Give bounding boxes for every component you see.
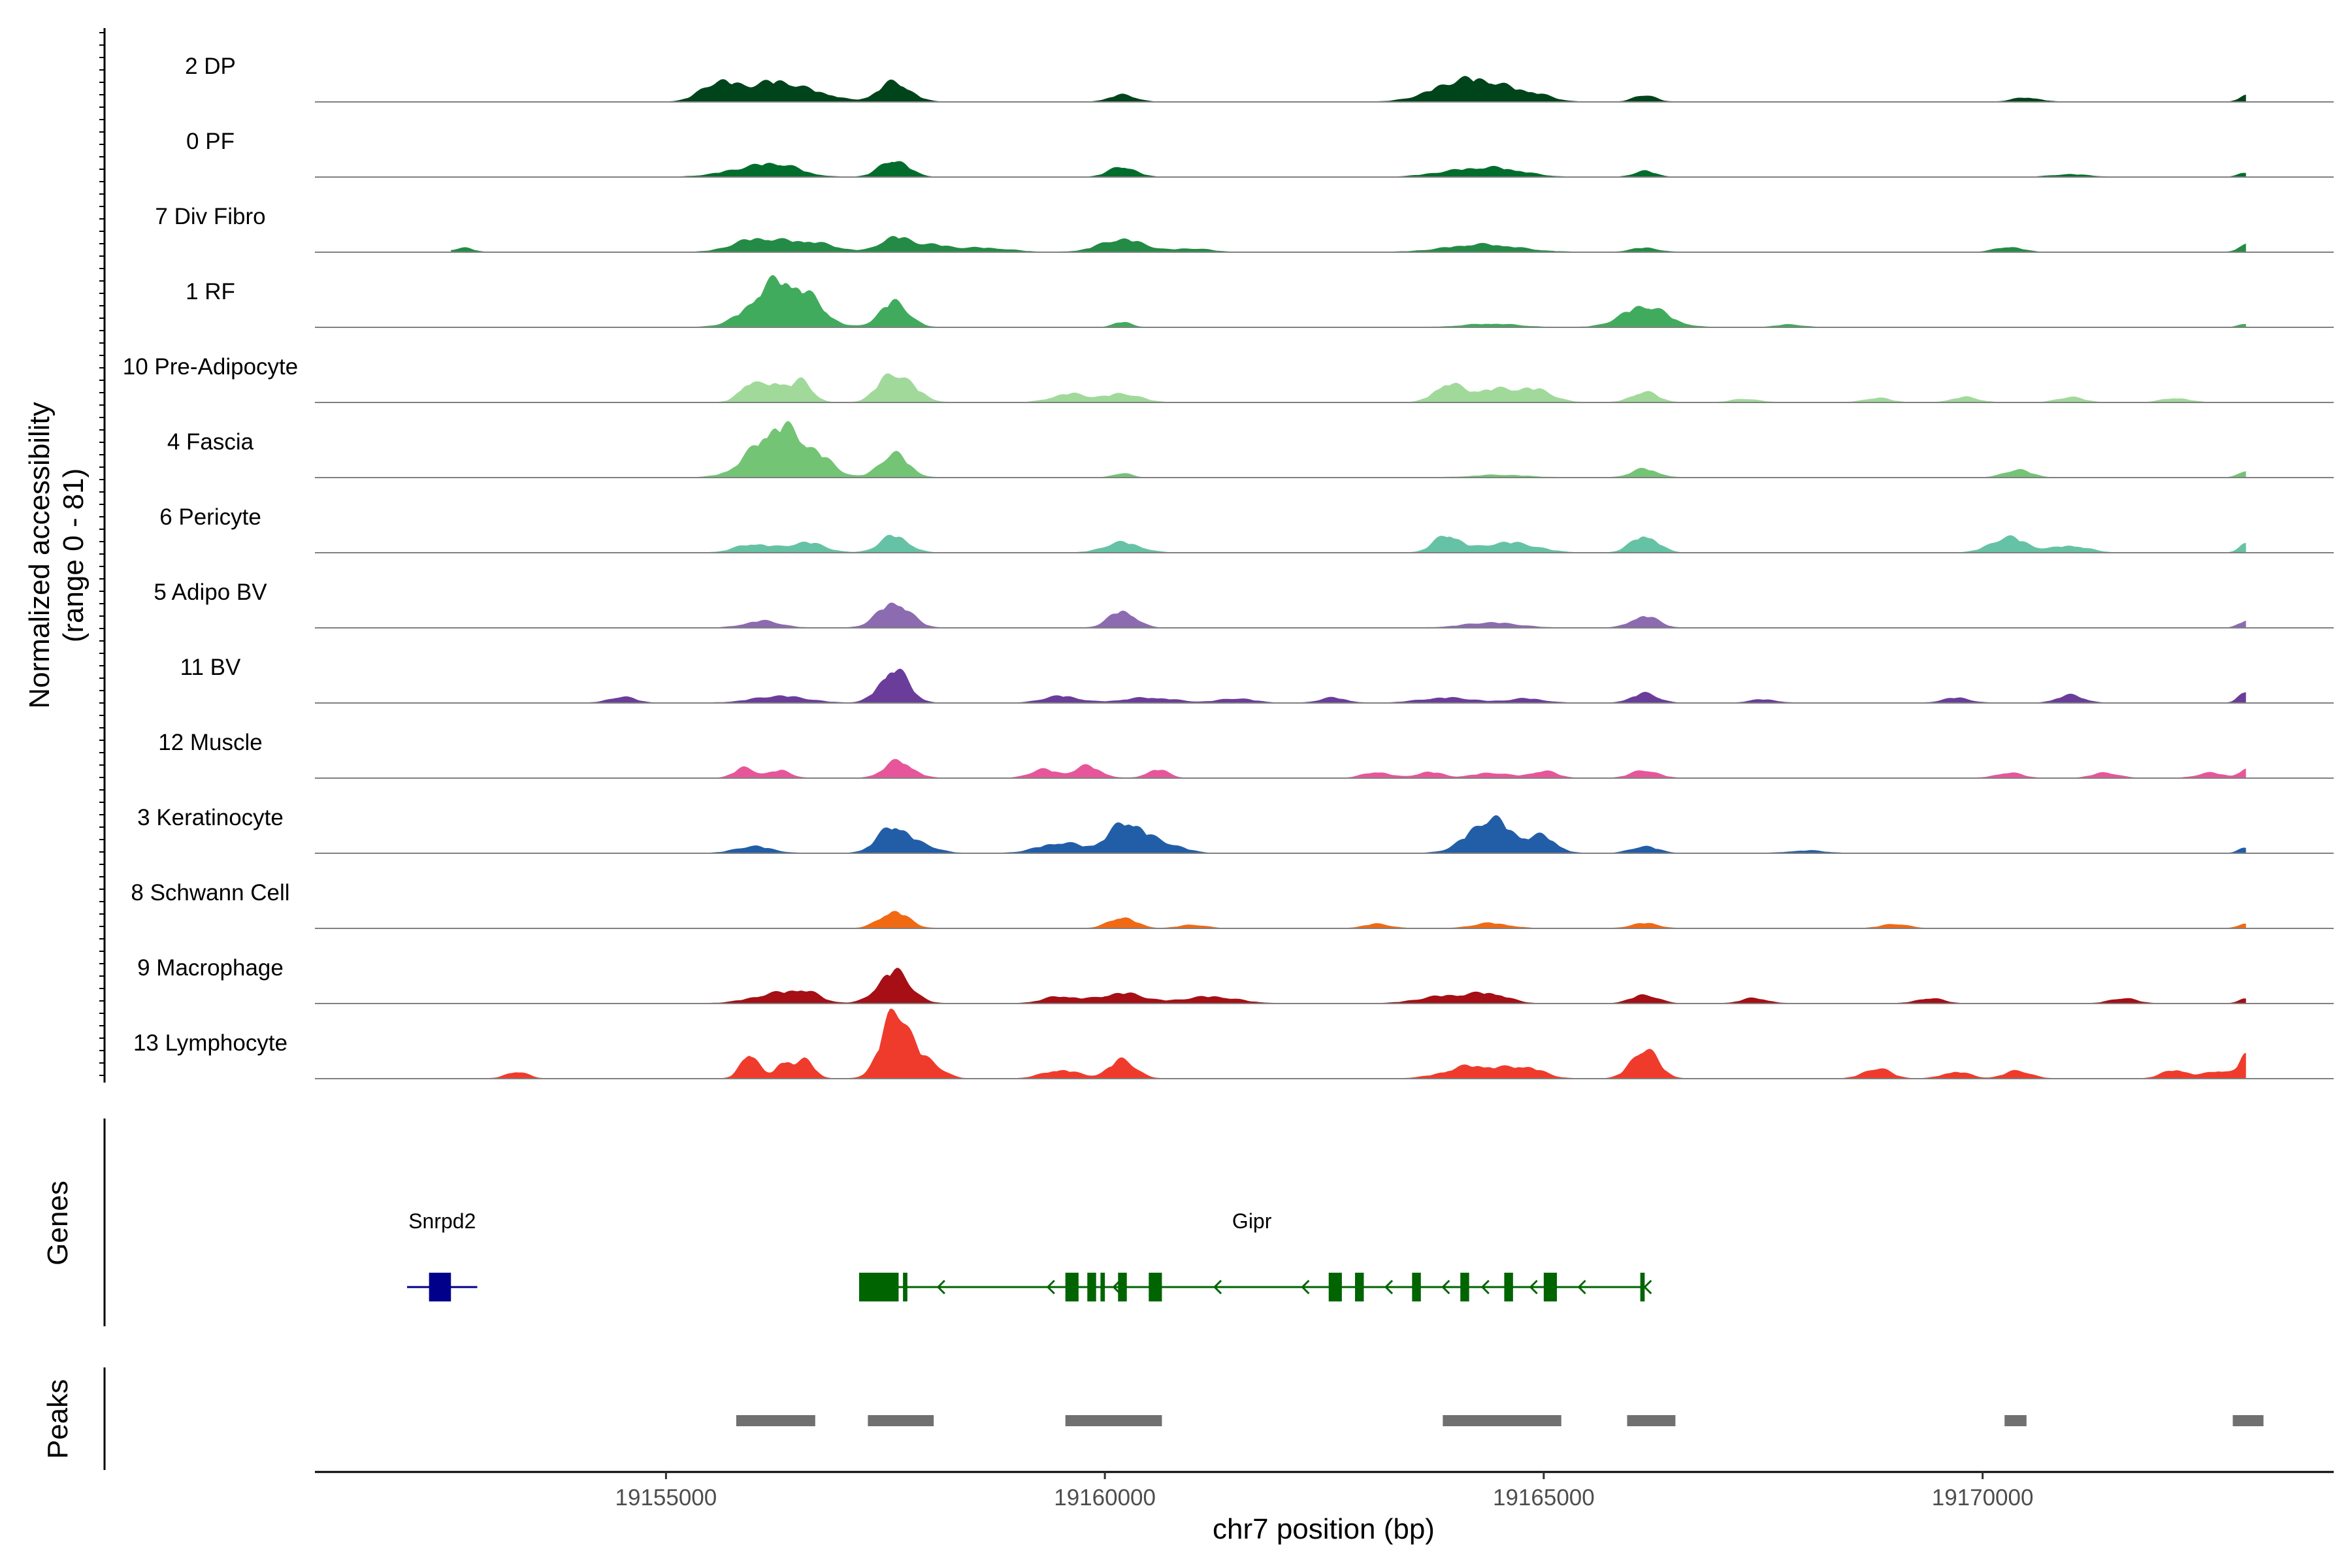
coverage-area (451, 668, 2246, 703)
gene-exon (1543, 1273, 1558, 1301)
track-label: 1 RF (186, 279, 235, 304)
strand-arrow (1643, 1279, 1652, 1295)
gene-exon (1149, 1273, 1162, 1301)
coverage-area (451, 759, 2246, 778)
track-label: 10 Pre-Adipocyte (123, 354, 298, 380)
strand-arrow (936, 1279, 945, 1295)
gene-exon (1355, 1273, 1364, 1301)
gene-exon (1118, 1273, 1127, 1301)
track-label: 3 Keratinocyte (137, 805, 284, 830)
strand-arrow (1301, 1279, 1310, 1295)
track-label: 0 PF (186, 129, 235, 154)
coverage-area (451, 76, 2246, 102)
track-label: 7 Div Fibro (155, 204, 265, 229)
gene-exon (1412, 1273, 1421, 1301)
gene-exon (1087, 1273, 1096, 1301)
coverage-track: 12 Muscle (158, 730, 2334, 779)
coverage-track: 1 RF (186, 275, 2334, 328)
coverage-area (451, 421, 2246, 478)
x-axis-tick-label: 19165000 (1493, 1485, 1595, 1511)
y-axis-title-line2: (range 0 - 81) (57, 468, 90, 643)
coverage-area (451, 815, 2246, 853)
track-label: 11 BV (180, 655, 241, 680)
coverage-track: 13 Lymphocyte (133, 1009, 2334, 1079)
track-label: 8 Schwann Cell (131, 880, 289, 906)
x-axis-title: chr7 position (bp) (1213, 1513, 1435, 1545)
y-axis-ticks (99, 32, 105, 1076)
strand-arrow (1213, 1279, 1222, 1295)
coverage-track: 2 DP (185, 54, 2334, 103)
peak-region-bar (736, 1415, 815, 1426)
coverage-track: 8 Schwann Cell (131, 880, 2334, 929)
gene-label: Gipr (1232, 1209, 1272, 1233)
gene-exon (429, 1273, 451, 1301)
coverage-area (451, 161, 2246, 177)
coverage-track: 0 PF (186, 129, 2334, 178)
strand-arrow (1384, 1279, 1394, 1295)
peak-region-bar (1627, 1415, 1676, 1426)
y-axis-title-line1: Normalized accessibility (24, 402, 56, 708)
x-axis-ticks: 19155000 19160000 19165000 19170000 (615, 1472, 2034, 1511)
coverage-area (451, 373, 2246, 402)
x-axis-tick-label: 19160000 (1054, 1485, 1156, 1511)
strand-arrow (1046, 1279, 1055, 1295)
coverage-track: 10 Pre-Adipocyte (123, 354, 2334, 403)
peak-region-bar (868, 1415, 934, 1426)
coverage-area (451, 968, 2246, 1004)
track-label: 13 Lymphocyte (133, 1030, 287, 1056)
coverage-track: 5 Adipo BV (154, 580, 2334, 629)
track-label: 2 DP (185, 54, 236, 79)
gene-label: Snrpd2 (408, 1209, 476, 1233)
coverage-tracks: 2 DP 0 PF 7 Div Fibro 1 RF 10 Pre-Adipocyte 4… (123, 54, 2334, 1079)
peak-region-bar (1443, 1415, 1561, 1426)
strand-arrow (1529, 1279, 1538, 1295)
track-label: 6 Pericyte (159, 504, 261, 530)
track-label: 9 Macrophage (137, 955, 284, 981)
coverage-track: 6 Pericyte (159, 504, 2334, 553)
strand-arrow (1480, 1279, 1490, 1295)
gene-exon (1100, 1273, 1105, 1301)
coverage-area (451, 534, 2246, 553)
peak-region-bar (2004, 1415, 2027, 1426)
gene-exon (1328, 1273, 1342, 1301)
strand-arrow (1577, 1279, 1586, 1295)
gene-exon (1065, 1273, 1079, 1301)
coverage-track: 7 Div Fibro (155, 204, 2334, 253)
peaks-panel (736, 1415, 2264, 1426)
track-label: 4 Fascia (167, 429, 254, 455)
gene-model: Snrpd2 (407, 1209, 478, 1301)
coverage-track: 9 Macrophage (137, 955, 2334, 1004)
gene-model: Gipr (858, 1209, 1652, 1301)
coverage-track: 3 Keratinocyte (137, 805, 2334, 854)
strand-arrow (1112, 1279, 1121, 1295)
peaks-panel-title: Peaks (42, 1379, 74, 1459)
gene-exon (1640, 1273, 1645, 1301)
track-label: 12 Muscle (158, 730, 263, 755)
coverage-area (451, 602, 2246, 628)
x-axis-tick-label: 19170000 (1932, 1485, 2034, 1511)
peak-region-bar (1065, 1415, 1162, 1426)
gene-exon (1460, 1273, 1469, 1301)
coverage-track: 4 Fascia (167, 421, 2334, 478)
genes-panel: Snrpd2 Gipr (407, 1209, 1652, 1301)
coverage-area (451, 1009, 2246, 1079)
coverage-area (451, 275, 2246, 327)
track-label: 5 Adipo BV (154, 580, 267, 605)
coverage-area (451, 911, 2246, 928)
coverage-area (451, 236, 2246, 252)
gene-exon (1504, 1273, 1513, 1301)
x-axis-tick-label: 19155000 (615, 1485, 717, 1511)
gene-exon (858, 1273, 899, 1301)
gene-exon (903, 1273, 907, 1301)
coverage-track: 11 BV (180, 655, 2334, 704)
strand-arrow (1441, 1279, 1450, 1295)
peak-region-bar (2232, 1415, 2264, 1426)
genes-panel-title: Genes (42, 1181, 74, 1266)
